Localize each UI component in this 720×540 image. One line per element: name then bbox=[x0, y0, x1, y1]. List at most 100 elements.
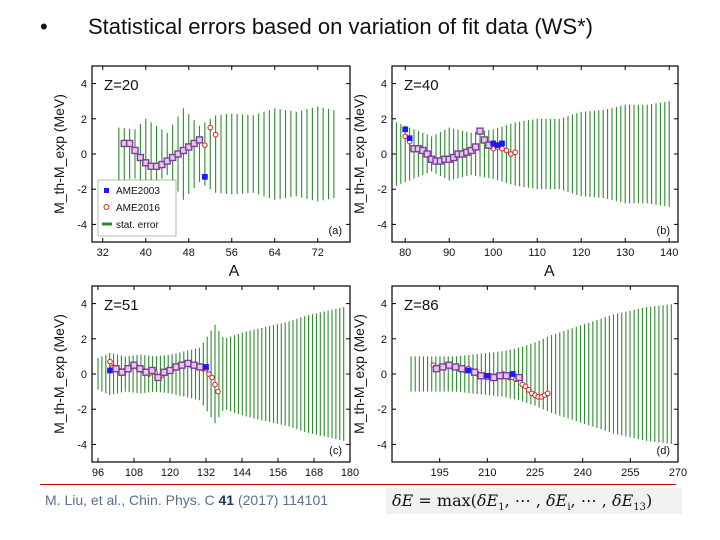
x-tick-label: 140 bbox=[660, 247, 678, 259]
x-tick-label: 168 bbox=[305, 467, 323, 479]
ame2003-point bbox=[451, 363, 460, 371]
ame2003-point bbox=[166, 366, 174, 375]
bullet: • bbox=[40, 14, 48, 39]
x-tick-label: 90 bbox=[443, 247, 455, 259]
formula-lhs: δE bbox=[392, 491, 414, 510]
y-tick-label: 2 bbox=[81, 334, 87, 346]
y-tick-label: 2 bbox=[381, 114, 387, 126]
ame2003-point bbox=[502, 372, 511, 380]
y-tick-label: -2 bbox=[77, 184, 87, 196]
y-tick-label: -4 bbox=[377, 219, 387, 231]
ame2003-point bbox=[130, 361, 138, 369]
ame2003-point bbox=[496, 372, 504, 380]
y-axis-label: M_th-M_exp (MeV) bbox=[351, 314, 367, 434]
ame2003-point bbox=[499, 140, 505, 147]
ame2003-point bbox=[131, 146, 139, 155]
ame2003-point bbox=[203, 364, 209, 370]
ame2003-point bbox=[112, 365, 120, 373]
ame2003-point bbox=[124, 365, 132, 373]
ame2016-point bbox=[525, 387, 532, 393]
ame2016-point bbox=[107, 358, 113, 365]
x-tick-label: 110 bbox=[528, 247, 546, 259]
x-tick-label: 108 bbox=[125, 467, 143, 479]
x-tick-label: 96 bbox=[92, 467, 104, 479]
figure-panels: -4 -2 0 2 4 32 40 48 56 64 72 A M_th-M_exp (MeV) Z=20… bbox=[40, 62, 690, 482]
y-tick-label: -2 bbox=[377, 184, 387, 196]
slide-title: • Statistical errors based on variation o… bbox=[40, 14, 593, 40]
x-tick-label: 180 bbox=[341, 467, 359, 479]
formula-t1: δE bbox=[476, 491, 499, 510]
ame2003-point bbox=[118, 368, 126, 376]
footer-divider bbox=[40, 484, 676, 485]
x-tick-label: 255 bbox=[621, 467, 639, 479]
y-tick-label: 4 bbox=[381, 79, 387, 91]
y-tick-label: -4 bbox=[377, 439, 387, 451]
x-tick-label: 132 bbox=[197, 467, 215, 479]
x-tick-label: 64 bbox=[269, 247, 281, 259]
error-band bbox=[410, 304, 672, 444]
ame2003-point bbox=[458, 365, 466, 373]
x-tick-label: 32 bbox=[97, 247, 109, 259]
x-axis-label: A bbox=[544, 263, 555, 280]
ame2003-point bbox=[477, 372, 485, 380]
panel-z-label: Z=86 bbox=[404, 297, 439, 314]
ame2003-point bbox=[142, 368, 150, 376]
panel-z-label: Z=20 bbox=[104, 77, 139, 94]
formula-eq: = bbox=[418, 491, 432, 510]
y-tick-label: 0 bbox=[381, 369, 387, 381]
formula-box: δE = max(δE1, ⋯ , δEi, ⋯ , δE13) bbox=[386, 488, 682, 514]
x-tick-label: 100 bbox=[484, 247, 502, 259]
ame2003-point bbox=[125, 139, 134, 148]
panel-4: -4 -2 0 2 4 195 210 225 240 255 270 M_th-M_exp (MeV… bbox=[351, 285, 687, 479]
ame2003-point bbox=[148, 366, 156, 375]
x-tick-label: 48 bbox=[183, 247, 195, 259]
title-text: Statistical errors based on variation of… bbox=[88, 14, 593, 39]
ame2003-point bbox=[195, 136, 204, 144]
ame2003-point bbox=[190, 361, 198, 369]
ame2016-point bbox=[503, 147, 510, 154]
ame2003-point bbox=[480, 136, 489, 144]
citation-authors: M. Liu, et al., Chin. Phys. C bbox=[45, 492, 215, 508]
x-tick-label: 80 bbox=[399, 247, 411, 259]
citation-volume: 41 bbox=[218, 492, 235, 508]
y-tick-label: 0 bbox=[81, 369, 87, 381]
ame2003-point bbox=[196, 363, 204, 371]
ame2003-point bbox=[476, 127, 484, 135]
ame2016-point bbox=[215, 388, 221, 395]
y-tick-label: 4 bbox=[81, 79, 87, 91]
ame2003-point bbox=[202, 174, 208, 180]
panel-tag: (c) bbox=[329, 445, 342, 457]
formula-dots: , ⋯ , bbox=[504, 491, 547, 510]
ame2016-point bbox=[544, 390, 551, 397]
y-axis-label: M_th-M_exp (MeV) bbox=[51, 94, 67, 214]
panel-z-label: Z=51 bbox=[104, 297, 139, 314]
ame2003-point bbox=[406, 135, 413, 142]
legend-ame2003-label: AME2003 bbox=[116, 186, 160, 197]
panel-tag: (a) bbox=[329, 225, 342, 237]
error-band bbox=[395, 101, 670, 207]
ame2016-point bbox=[512, 149, 519, 156]
panel-tag: (d) bbox=[657, 445, 670, 457]
y-tick-label: 2 bbox=[381, 334, 387, 346]
formula-close: ) bbox=[646, 491, 653, 510]
legend-stat-error-label: stat. error bbox=[116, 220, 159, 231]
ame2003-point bbox=[471, 143, 480, 151]
y-tick-label: -2 bbox=[77, 404, 87, 416]
formula-s1: 1 bbox=[498, 502, 505, 514]
x-tick-label: 40 bbox=[140, 247, 152, 259]
x-tick-label: 72 bbox=[312, 247, 324, 259]
error-band bbox=[97, 307, 345, 441]
ame2003-point bbox=[439, 363, 447, 371]
y-tick-label: 4 bbox=[381, 299, 387, 311]
y-axis-label: M_th-M_exp (MeV) bbox=[51, 314, 67, 434]
y-tick-label: 4 bbox=[81, 299, 87, 311]
panel-z-label: Z=40 bbox=[404, 77, 439, 94]
ame2003-point bbox=[160, 368, 168, 376]
panel-2: -4 -2 0 2 4 80 90 100 110 120 130 140 A M_th-M_exp (M… bbox=[351, 65, 679, 280]
ame2003-point bbox=[136, 153, 145, 162]
ame2003-point bbox=[445, 361, 453, 369]
x-tick-label: 156 bbox=[269, 467, 287, 479]
formula-dots2: , ⋯ , bbox=[570, 491, 612, 510]
ame2003-point bbox=[154, 373, 162, 382]
